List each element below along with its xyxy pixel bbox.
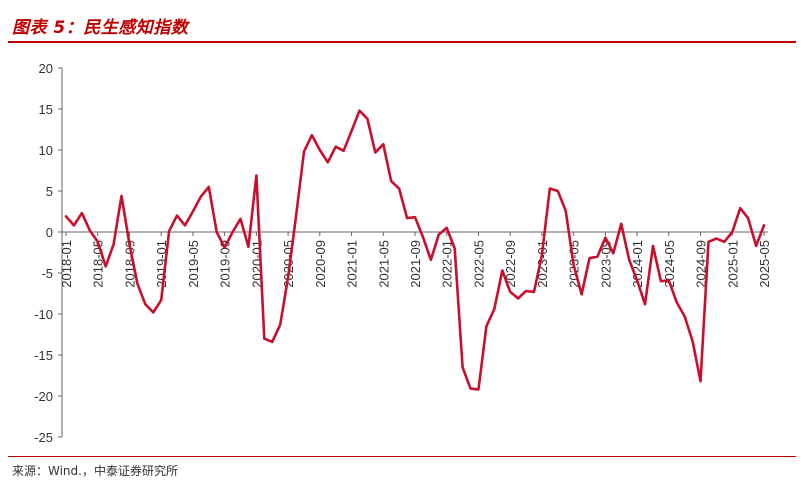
x-tick-label: 2018-09 (122, 240, 137, 288)
x-tick-label: 2021-05 (376, 240, 391, 288)
page-title: 图表 5：民生感知指数 (12, 18, 189, 38)
y-tick-label: -25 (34, 430, 53, 445)
x-tick-label: 2024-05 (662, 240, 677, 288)
series-layer (64, 109, 766, 391)
y-tick-label: 15 (39, 102, 53, 117)
x-tick-label: 2022-01 (440, 240, 455, 288)
x-axis: 2018-01 2018-05 2018-09 2019-01 2019-05 2019-… (59, 231, 772, 288)
y-tick-label: -5 (41, 266, 53, 281)
y-tick-label: 5 (46, 184, 53, 199)
y-tick-label: -15 (34, 348, 53, 363)
x-tick-label: 2021-09 (408, 240, 423, 288)
x-tick-label: 2024-09 (694, 240, 709, 288)
x-tick-label: 2020-09 (313, 240, 328, 288)
source-note: 来源：Wind.，中泰证券研究所 (12, 464, 178, 478)
y-tick-label: -10 (34, 307, 53, 322)
footer-divider (8, 456, 796, 457)
x-tick-label: 2025-01 (725, 240, 740, 288)
x-tick-label: 2024-01 (630, 240, 645, 288)
y-tick-label: 10 (39, 143, 53, 158)
x-tick-label: 2022-09 (503, 240, 518, 288)
y-axis: 20 15 10 5 0 -5 -10 -15 -20 -25 (34, 61, 63, 445)
y-tick-label: 20 (39, 61, 53, 76)
x-tick-label: 2025-05 (757, 240, 772, 288)
x-tick-label: 2019-09 (218, 240, 233, 288)
x-tick-label: 2018-01 (59, 240, 74, 288)
x-tick-label: 2019-05 (186, 240, 201, 288)
x-tick-label: 2023-09 (598, 240, 613, 288)
y-tick-label: -20 (34, 389, 53, 404)
series-line (64, 109, 766, 391)
x-tick-label: 2022-05 (471, 240, 486, 288)
x-tick-label: 2021-01 (345, 240, 360, 288)
y-tick-label: 0 (46, 225, 53, 240)
title-divider (8, 41, 796, 43)
